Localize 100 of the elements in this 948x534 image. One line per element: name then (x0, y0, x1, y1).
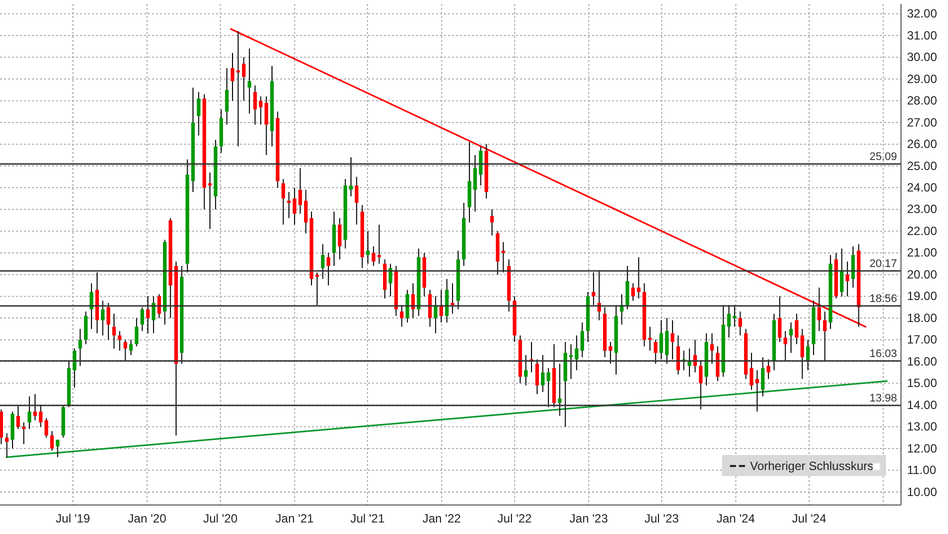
y-tick-label: 12.00 (907, 441, 938, 456)
candlestick (535, 358, 539, 395)
x-tick-label: Jul '19 (56, 512, 90, 526)
candlestick (72, 348, 76, 388)
ref-line-label: 20.17 (869, 258, 897, 270)
candlestick (473, 154, 477, 212)
candlestick (732, 304, 736, 328)
candlestick (654, 339, 658, 364)
candlestick (490, 208, 494, 236)
candlestick (406, 289, 410, 323)
candlestick (388, 263, 392, 297)
candlestick (134, 318, 138, 347)
candlestick (648, 326, 652, 352)
candlestick (400, 304, 404, 328)
candlestick (248, 48, 252, 114)
candlestick (338, 218, 342, 260)
x-tick-label: Jul '21 (350, 512, 385, 526)
candlestick (253, 85, 257, 126)
candlestick (778, 296, 782, 342)
candlestick (90, 282, 94, 330)
y-tick-label: 24.00 (907, 180, 938, 195)
ref-line-label: 16.03 (869, 348, 897, 360)
candlestick (524, 354, 528, 386)
y-tick-label: 32.00 (907, 6, 938, 21)
candlestick (140, 306, 144, 332)
candlestick (230, 52, 234, 102)
x-tick-label: Jul '20 (203, 512, 238, 526)
candlestick (366, 230, 370, 264)
candlestick (698, 361, 703, 410)
y-tick-label: 26.00 (907, 137, 938, 152)
candlestick (501, 242, 506, 273)
candlestick (225, 68, 229, 126)
y-tick-label: 16.00 (907, 354, 938, 368)
candlestick (315, 272, 319, 306)
candlestick (450, 282, 454, 314)
candlestick (800, 328, 804, 380)
candlestick (784, 330, 788, 362)
candlestick (16, 404, 20, 430)
candlestick (580, 322, 584, 358)
candlestick (823, 311, 827, 362)
candlestick (50, 430, 54, 452)
candlestick (196, 92, 200, 136)
candlestick (670, 320, 674, 360)
y-tick-label: 10.00 (907, 484, 938, 499)
candlestick (354, 176, 358, 226)
candlestick (592, 272, 596, 306)
ref-line-label: 25.09 (869, 150, 897, 163)
candlestick (546, 368, 550, 408)
candlestick (320, 244, 325, 280)
candlestick (129, 339, 133, 356)
candlestick (636, 256, 640, 300)
candlestick (372, 246, 376, 266)
y-tick-label: 30.00 (907, 50, 938, 64)
candlestick (258, 96, 263, 126)
candlestick (478, 146, 483, 186)
candlestick (236, 30, 240, 147)
x-tick-label: Jan '23 (570, 512, 608, 526)
candlestick (716, 346, 720, 382)
y-tick-label: 18.00 (907, 310, 938, 325)
y-tick-label: 19.00 (907, 289, 938, 304)
candlestick (755, 370, 759, 412)
y-tick-label: 20.00 (907, 267, 938, 282)
candlestick (112, 313, 116, 350)
candlestick (608, 341, 612, 364)
candlestick (766, 358, 770, 380)
candlestick (840, 248, 844, 297)
y-tick-label: 27.00 (907, 115, 938, 130)
candlestick (659, 320, 664, 360)
candlestick (22, 422, 26, 445)
candlestick (710, 332, 714, 364)
candlestick (106, 302, 110, 340)
candlestick (38, 404, 43, 428)
x-tick-label: Jul '22 (497, 512, 532, 526)
candlestick (264, 96, 268, 156)
candlestick (794, 313, 798, 345)
candlestick (540, 354, 545, 392)
candlestick (760, 356, 765, 397)
candlestick (750, 352, 754, 390)
candlestick (287, 192, 291, 219)
candlestick (626, 265, 630, 310)
candlestick (558, 363, 562, 416)
candlestick (665, 318, 669, 364)
candlestick (304, 189, 308, 234)
candlestick (631, 282, 635, 302)
y-tick-label: 14.00 (907, 398, 938, 412)
y-tick-label: 23.00 (907, 202, 938, 216)
candlestick (688, 348, 692, 378)
candlestick (851, 246, 855, 288)
x-tick-label: Jan '22 (422, 512, 462, 526)
candlestick (789, 322, 793, 354)
candlestick (5, 432, 9, 458)
y-tick-label: 29.00 (907, 72, 938, 86)
candlestick (28, 396, 32, 430)
candlestick (33, 394, 37, 421)
y-tick-label: 17.00 (907, 332, 938, 347)
y-tick-label: 31.00 (907, 28, 938, 42)
x-tick-label: Jan '20 (128, 512, 167, 526)
candlestick (118, 330, 122, 352)
candlestick (574, 334, 578, 371)
ref-line-label: 13.98 (869, 392, 897, 404)
